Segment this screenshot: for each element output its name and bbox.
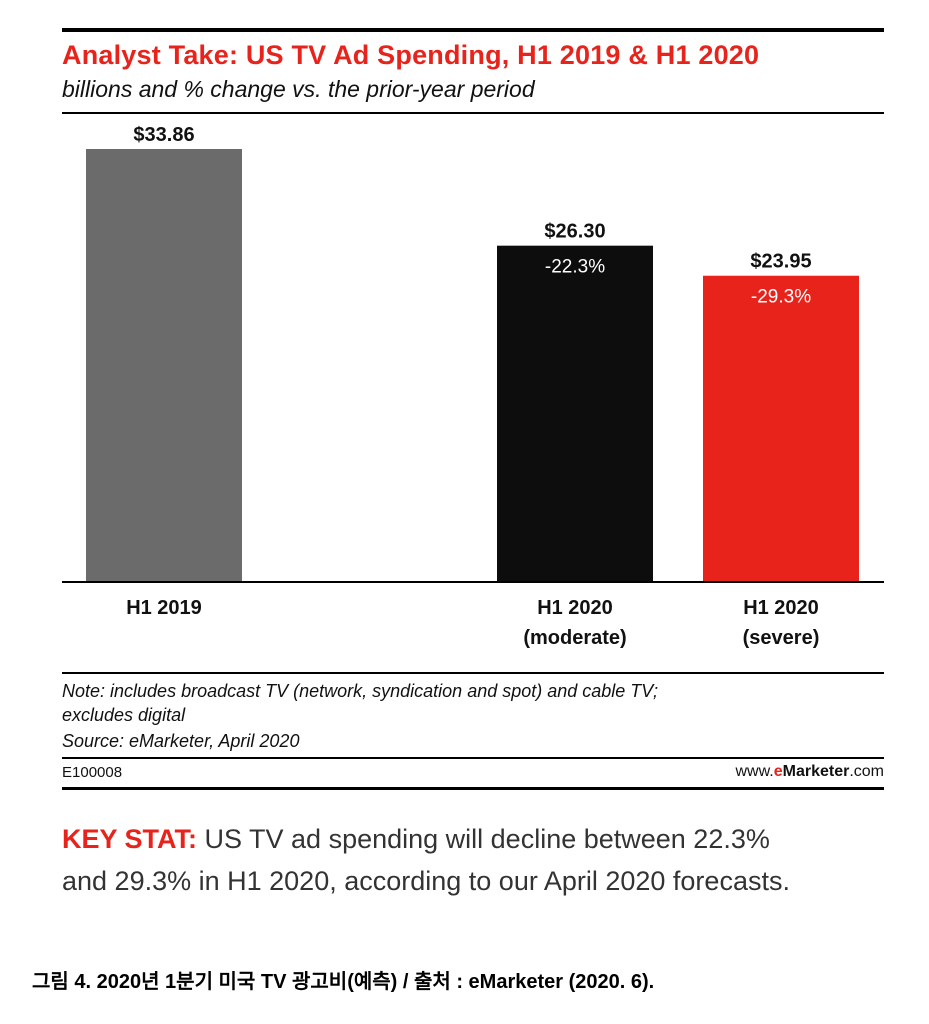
top-rule xyxy=(62,28,884,32)
source-rule xyxy=(62,757,884,759)
chart-subtitle: billions and % change vs. the prior-year… xyxy=(62,76,535,102)
category-label-3-line-1: H1 2020 xyxy=(743,597,819,619)
value-label-3: $23.95 xyxy=(750,251,811,273)
key-stat: KEY STAT: US TV ad spending will decline… xyxy=(62,818,822,902)
key-stat-label: KEY STAT: xyxy=(62,824,198,854)
source-line: Source: eMarketer, April 2020 xyxy=(62,731,300,751)
chart-title: Analyst Take: US TV Ad Spending, H1 2019… xyxy=(62,40,760,70)
bar-chart: $33.86 H1 2019 $26.30 -22.3% H1 2020 (moderat… xyxy=(62,124,884,649)
note-line-2: excludes digital xyxy=(62,705,186,725)
value-label-2: $26.30 xyxy=(544,221,605,243)
footer-rule xyxy=(62,672,884,674)
category-label-1: H1 2019 xyxy=(126,597,202,619)
site-e: e xyxy=(773,763,783,780)
site-prefix: www. xyxy=(735,763,774,780)
subtitle-rule xyxy=(62,112,884,114)
bar-3 xyxy=(703,275,859,582)
value-label-1: $33.86 xyxy=(133,124,194,146)
category-label-2-line-2: (moderate) xyxy=(523,627,626,649)
key-stat-text: US TV ad spending will decline between 2… xyxy=(62,824,790,896)
site-brand: Marketer xyxy=(782,763,850,780)
bottom-rule xyxy=(62,787,884,790)
bar-2 xyxy=(497,245,653,582)
note-line-1: Note: includes broadcast TV (network, sy… xyxy=(62,681,658,701)
figure-caption: 그림 4. 2020년 1분기 미국 TV 광고비(예측) / 출처 : eMa… xyxy=(32,971,655,993)
change-label-3: -29.3% xyxy=(751,287,811,308)
site-suffix: .com xyxy=(849,763,884,780)
bar-1 xyxy=(86,149,242,582)
category-label-2-line-1: H1 2020 xyxy=(537,597,613,619)
change-label-2: -22.3% xyxy=(545,257,605,278)
site-url: www.eMarketer.com xyxy=(735,763,884,781)
chart-id: E100008 xyxy=(62,764,123,781)
category-label-3-line-2: (severe) xyxy=(743,627,820,649)
